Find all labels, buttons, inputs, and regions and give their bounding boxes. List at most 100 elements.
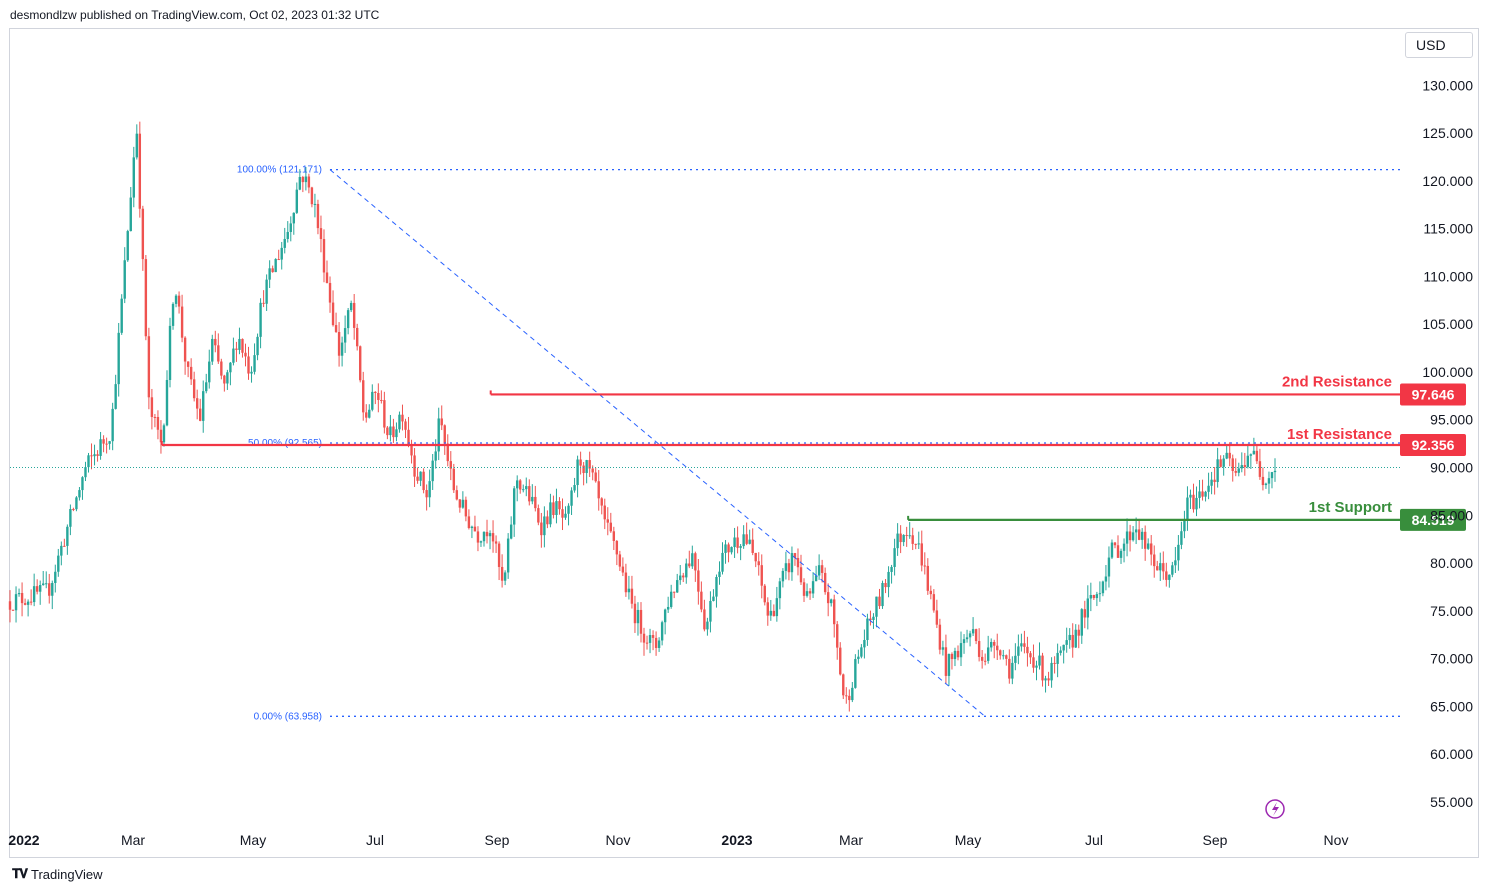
candle-body	[558, 501, 561, 510]
candle-body	[902, 534, 905, 543]
candle-body	[899, 533, 902, 543]
candle-body	[467, 516, 471, 529]
candle-body	[141, 208, 145, 260]
candle-body	[914, 543, 917, 545]
candle-body	[1071, 634, 1074, 648]
candle-body	[1231, 458, 1234, 472]
candle-body	[365, 412, 368, 418]
candle-body	[1137, 529, 1141, 540]
y-tick-label: 130.000	[1422, 77, 1473, 93]
x-tick-label: 2023	[721, 832, 752, 848]
candle-body	[654, 637, 658, 648]
candle-body	[745, 534, 748, 544]
candle-body	[1038, 655, 1041, 666]
candle-body	[38, 585, 42, 592]
x-tick-label: Sep	[485, 832, 510, 848]
candle-body	[1228, 452, 1231, 459]
candle-body	[217, 345, 220, 362]
candle-body	[1134, 529, 1138, 533]
candle-body	[691, 553, 694, 567]
candle-body	[588, 460, 591, 469]
candle-body	[226, 372, 229, 384]
level-price-tag	[1400, 508, 1466, 531]
candle-body	[682, 575, 685, 578]
candle-body	[962, 639, 966, 644]
candle-body	[983, 660, 987, 662]
candle-body	[1083, 609, 1086, 618]
candle-body	[944, 647, 948, 676]
candle-body	[663, 609, 667, 623]
candle-body	[8, 601, 12, 610]
candle-body	[1146, 543, 1150, 549]
candle-body	[214, 338, 217, 346]
level-price-tag	[1400, 433, 1466, 456]
candle-body	[709, 600, 712, 622]
candle-body	[633, 603, 637, 624]
candle-body	[340, 342, 344, 356]
candle-body	[96, 454, 99, 456]
candle-body	[205, 382, 208, 392]
candle-body	[1213, 479, 1216, 483]
currency-selector[interactable]: USD	[1405, 32, 1473, 58]
candle-body	[1035, 665, 1038, 668]
candle-body	[87, 455, 90, 468]
candle-body	[135, 133, 139, 158]
tradingview-logo[interactable]: 𝐓𝐕 TradingView	[12, 866, 103, 882]
candle-body	[986, 647, 990, 661]
level-name-label: 1st Resistance	[1287, 426, 1392, 443]
level-name-label: 2nd Resistance	[1282, 373, 1392, 390]
candle-body	[1041, 655, 1044, 681]
y-tick-label: 110.000	[1423, 268, 1473, 284]
candle-body	[697, 570, 700, 592]
candle-body	[51, 582, 54, 596]
candle-body	[802, 582, 806, 596]
candle-body	[108, 441, 111, 444]
candle-body	[905, 534, 908, 536]
candle-body	[990, 642, 993, 648]
candle-body	[247, 356, 250, 374]
candle-body	[449, 461, 452, 469]
candle-body	[618, 554, 622, 567]
candle-body	[470, 526, 474, 529]
candle-body	[126, 231, 129, 261]
candle-body	[229, 362, 232, 373]
candle-body	[790, 553, 794, 573]
candle-body	[1101, 581, 1105, 594]
candle-body	[621, 566, 625, 573]
candle-body	[1165, 571, 1168, 580]
candle-body	[875, 596, 878, 617]
candle-body	[1156, 566, 1159, 571]
candle-body	[313, 203, 317, 205]
candle-body	[736, 537, 739, 548]
candle-body	[35, 586, 39, 592]
y-tick-label: 105.000	[1422, 316, 1473, 332]
candle-body	[950, 653, 954, 660]
candle-body	[482, 531, 486, 542]
candle-body	[168, 325, 172, 380]
candle-body	[289, 223, 292, 232]
candle-body	[860, 647, 863, 657]
candle-body	[476, 531, 480, 543]
candle-body	[301, 176, 305, 183]
candle-body	[857, 656, 860, 660]
candle-body	[974, 629, 978, 642]
y-tick-label: 90.000	[1430, 460, 1473, 476]
candle-body	[612, 531, 616, 541]
x-tick-label: Jul	[366, 832, 384, 848]
candle-body	[45, 583, 48, 585]
candle-body	[1113, 542, 1117, 546]
candle-body	[1128, 531, 1132, 541]
candle-body	[805, 591, 809, 596]
candle-body	[896, 533, 899, 549]
candle-body	[371, 391, 374, 410]
candle-body	[534, 496, 537, 509]
candle-body	[331, 302, 335, 326]
candle-body	[241, 338, 244, 353]
candle-body	[380, 399, 383, 401]
candle-body	[129, 197, 132, 232]
candle-body	[503, 572, 507, 581]
flash-icon[interactable]	[1265, 799, 1285, 819]
candle-body	[1198, 491, 1201, 498]
candle-body	[491, 533, 495, 542]
